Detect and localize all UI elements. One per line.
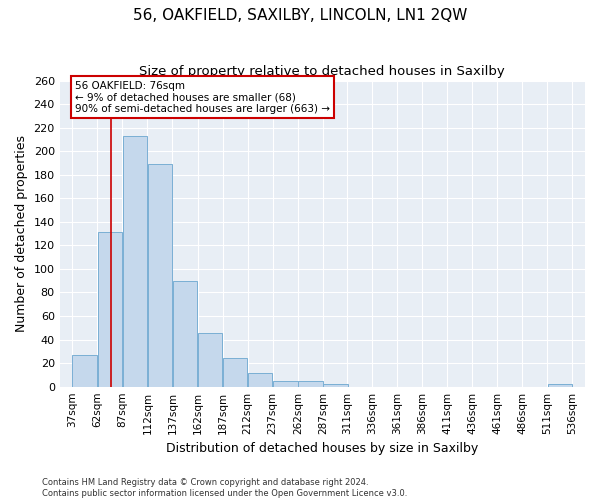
Title: Size of property relative to detached houses in Saxilby: Size of property relative to detached ho… <box>139 65 505 78</box>
Bar <box>323 384 347 386</box>
Text: 56, OAKFIELD, SAXILBY, LINCOLN, LN1 2QW: 56, OAKFIELD, SAXILBY, LINCOLN, LN1 2QW <box>133 8 467 22</box>
X-axis label: Distribution of detached houses by size in Saxilby: Distribution of detached houses by size … <box>166 442 478 455</box>
Bar <box>248 372 272 386</box>
Bar <box>173 280 197 386</box>
Text: Contains HM Land Registry data © Crown copyright and database right 2024.
Contai: Contains HM Land Registry data © Crown c… <box>42 478 407 498</box>
Bar <box>223 358 247 386</box>
Y-axis label: Number of detached properties: Number of detached properties <box>15 135 28 332</box>
Bar <box>73 355 97 386</box>
Bar <box>548 384 572 386</box>
Bar <box>98 232 122 386</box>
Bar <box>273 381 298 386</box>
Bar <box>122 136 147 386</box>
Text: 56 OAKFIELD: 76sqm
← 9% of detached houses are smaller (68)
90% of semi-detached: 56 OAKFIELD: 76sqm ← 9% of detached hous… <box>75 80 330 114</box>
Bar <box>148 164 172 386</box>
Bar <box>298 381 323 386</box>
Bar <box>198 332 223 386</box>
